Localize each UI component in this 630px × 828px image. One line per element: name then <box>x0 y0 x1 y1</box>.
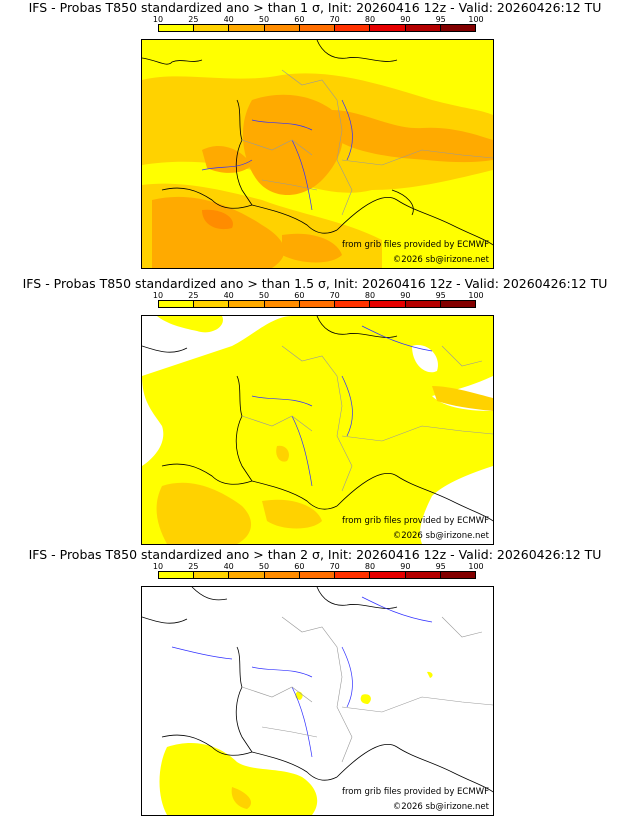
colorbar-tick-label: 95 <box>435 15 446 24</box>
probability-map <box>142 587 493 815</box>
colorbar-tick-label: 40 <box>223 15 234 24</box>
colorbar-tick-label: 70 <box>329 562 340 571</box>
colorbar-tick-label: 80 <box>364 15 376 24</box>
map-panel-3: IFS - Probas T850 standardized ano > tha… <box>0 547 630 823</box>
colorbar-segment <box>229 572 265 578</box>
colorbar-tick-label: 60 <box>294 15 305 24</box>
colorbar-segment <box>229 301 265 307</box>
colorbar-tick-label: 60 <box>294 291 305 300</box>
colorbar-tick-label: 100 <box>468 15 484 24</box>
colorbar-tick-label: 10 <box>152 15 164 24</box>
colorbar-tick-label: 50 <box>258 291 270 300</box>
probability-map <box>142 40 493 268</box>
colorbar-tick-label: 70 <box>329 15 340 24</box>
colorbar-segment <box>159 25 195 31</box>
credit-site: ©2026 sb@irizone.net <box>392 255 489 265</box>
credit-ecmwf: from grib files provided by ECMWF <box>342 787 489 797</box>
map-frame: from grib files provided by ECMWF ©2026 … <box>141 39 494 269</box>
map-panel-1: IFS - Probas T850 standardized ano > tha… <box>0 0 630 276</box>
colorbar-segment <box>299 25 336 31</box>
colorbar-segment <box>440 301 475 307</box>
colorbar-labels: 10 25 40 50 60 70 80 90 95 100 <box>153 562 484 572</box>
panel-title: IFS - Probas T850 standardized ano > tha… <box>22 276 608 291</box>
colorbar-tick-label: 10 <box>152 291 164 300</box>
colorbar-segment <box>335 301 371 307</box>
colorbar-segment <box>159 301 195 307</box>
colorbar-tick-label: 60 <box>294 562 305 571</box>
panel-title: IFS - Probas T850 standardized ano > tha… <box>28 547 602 562</box>
colorbar-segment <box>335 572 371 578</box>
colorbar-segment <box>440 572 475 578</box>
probability-map <box>142 316 493 544</box>
colorbar-tick-label: 90 <box>400 15 411 24</box>
credit-site: ©2026 sb@irizone.net <box>392 802 489 812</box>
colorbar-segment <box>194 301 230 307</box>
colorbar-segment <box>370 25 406 31</box>
colorbar-segment <box>299 301 336 307</box>
colorbar-tick-label: 10 <box>152 562 164 571</box>
colorbar-tick-label: 100 <box>468 291 484 300</box>
colorbar-segment <box>194 572 230 578</box>
credit-ecmwf: from grib files provided by ECMWF <box>342 240 489 250</box>
map-frame: from grib files provided by ECMWF ©2026 … <box>141 315 494 545</box>
colorbar-tick-label: 90 <box>400 562 411 571</box>
colorbar-tick-label: 40 <box>223 562 234 571</box>
colorbar-segment <box>440 25 475 31</box>
colorbar-tick-label: 95 <box>435 562 446 571</box>
colorbar-segment <box>370 301 406 307</box>
colorbar-tick-label: 100 <box>468 562 484 571</box>
colorbar <box>158 300 476 308</box>
colorbar-tick-label: 25 <box>188 15 199 24</box>
credit-ecmwf: from grib files provided by ECMWF <box>342 516 489 526</box>
colorbar <box>158 24 476 32</box>
colorbar-tick-label: 80 <box>364 291 376 300</box>
panel-title: IFS - Probas T850 standardized ano > tha… <box>28 0 602 15</box>
colorbar-segment <box>159 572 195 578</box>
credit-site: ©2026 sb@irizone.net <box>392 531 489 541</box>
colorbar-segment <box>335 25 371 31</box>
colorbar-tick-label: 95 <box>435 291 446 300</box>
colorbar-segment <box>405 572 441 578</box>
colorbar-segment <box>264 301 300 307</box>
colorbar-segment <box>264 25 300 31</box>
colorbar-tick-label: 70 <box>329 291 340 300</box>
map-frame: from grib files provided by ECMWF ©2026 … <box>141 586 494 816</box>
map-panel-2: IFS - Probas T850 standardized ano > tha… <box>0 276 630 552</box>
colorbar-segment <box>229 25 265 31</box>
colorbar-tick-label: 50 <box>258 15 270 24</box>
colorbar-tick-label: 80 <box>364 562 376 571</box>
colorbar-segment <box>405 301 441 307</box>
colorbar-segment <box>405 25 441 31</box>
colorbar-tick-label: 90 <box>400 291 411 300</box>
colorbar-segment <box>370 572 406 578</box>
colorbar-labels: 10 25 40 50 60 70 80 90 95 100 <box>153 15 484 25</box>
colorbar-labels: 10 25 40 50 60 70 80 90 95 100 <box>153 291 484 301</box>
colorbar-tick-label: 50 <box>258 562 270 571</box>
colorbar-tick-label: 25 <box>188 562 199 571</box>
colorbar-tick-label: 40 <box>223 291 234 300</box>
colorbar-segment <box>194 25 230 31</box>
colorbar <box>158 571 476 579</box>
colorbar-tick-label: 25 <box>188 291 199 300</box>
colorbar-segment <box>264 572 300 578</box>
colorbar-segment <box>299 572 336 578</box>
